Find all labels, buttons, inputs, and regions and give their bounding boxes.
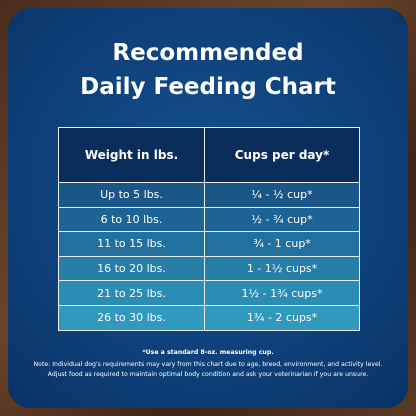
table-row: Up to 5 lbs. ¼ - ½ cup* [59, 182, 359, 207]
header-cell: Cups per day* [234, 148, 330, 162]
table-header: Weight in lbs. Cups per day* [59, 128, 359, 182]
title: Recommended [112, 40, 304, 66]
footnote: Note: Individual dog's requirements may … [33, 361, 383, 368]
table-row: 6 to 10 lbs. ½ - ¾ cup* [59, 206, 359, 232]
table-cell: 16 to 20 lbs. [59, 256, 205, 281]
table-cell: 1 - 1½ cups* [246, 262, 318, 276]
header-cell: Weight in lbs. [59, 128, 205, 182]
feeding-table: Weight in lbs. Cups per day* Up to 5 lbs… [58, 127, 360, 331]
table-cell: ½ - ¾ cup* [251, 212, 313, 226]
table-row: 16 to 20 lbs. 1 - 1½ cups* [59, 255, 359, 281]
table-cell: Up to 5 lbs. [59, 183, 205, 207]
title: Daily Feeding Chart [80, 74, 336, 100]
table-cell: 21 to 25 lbs. [59, 281, 205, 305]
card: Recommended Daily Feeding Chart Weight i… [8, 8, 408, 408]
table-cell: 6 to 10 lbs. [59, 207, 205, 232]
table-cell: 26 to 30 lbs. [59, 305, 205, 330]
table-row: 21 to 25 lbs. 1½ - 1¾ cups* [59, 280, 359, 305]
table-cell: ¾ - 1 cup* [253, 237, 311, 251]
footnote: Adjust food as required to maintain opti… [47, 371, 369, 378]
table-row: 26 to 30 lbs. 1¾ - 2 cups* [59, 304, 359, 330]
table-cell: 11 to 15 lbs. [59, 232, 205, 256]
table-row: 11 to 15 lbs. ¾ - 1 cup* [59, 231, 359, 256]
table-cell: 1½ - 1¾ cups* [241, 286, 323, 300]
footnote: *Use a standard 8-oz. measuring cup. [142, 349, 274, 356]
table-cell: ¼ - ½ cup* [251, 188, 313, 202]
table-cell: 1¾ - 2 cups* [246, 311, 318, 325]
